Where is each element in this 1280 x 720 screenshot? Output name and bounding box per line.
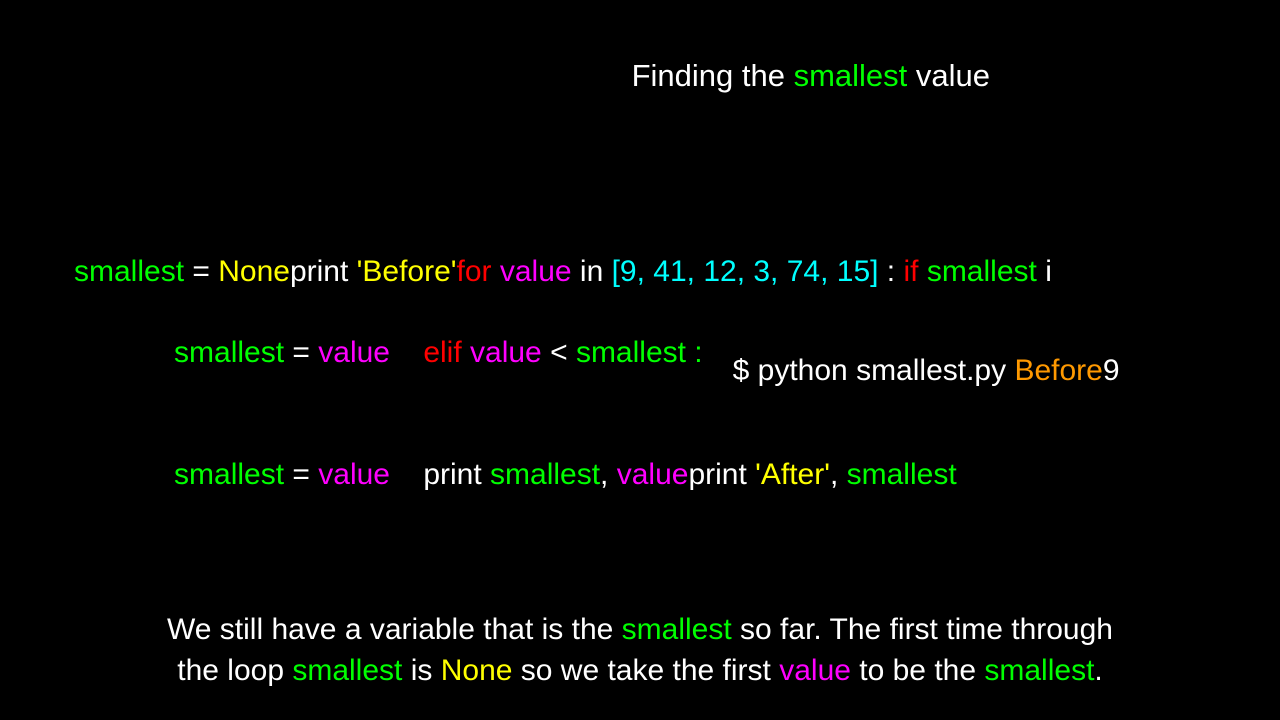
output-token: $ python smallest.py bbox=[733, 354, 1006, 387]
explain-token: None bbox=[441, 654, 513, 687]
code-token: smallest bbox=[847, 458, 957, 491]
explanation-text: We still have a variable that is the sma… bbox=[0, 610, 1280, 691]
code-token: print bbox=[688, 458, 755, 491]
code-token: 'Before' bbox=[357, 255, 457, 288]
title-text-2: value bbox=[907, 58, 990, 93]
code-token: 'After' bbox=[755, 458, 830, 491]
output-token: 9 bbox=[1103, 354, 1120, 387]
code-line-3: smallest = value print smallest, valuepr… bbox=[74, 414, 1280, 536]
code-token: smallest bbox=[74, 255, 184, 288]
explain-token: value bbox=[779, 654, 851, 687]
code-block: smallest = Noneprint 'Before'for value i… bbox=[74, 252, 1280, 536]
code-token: smallest : bbox=[576, 336, 703, 369]
explain-token: so far. The first time through bbox=[732, 613, 1113, 646]
explain-token: smallest bbox=[622, 613, 732, 646]
code-token: print bbox=[290, 255, 357, 288]
code-token: None bbox=[218, 255, 290, 288]
output-overlay: $ python smallest.py Before9 bbox=[733, 354, 1120, 387]
slide-title: Finding the smallest value bbox=[0, 58, 1280, 94]
code-token: i bbox=[1045, 255, 1052, 288]
explain-token: to be the bbox=[851, 654, 984, 687]
explain-token: smallest bbox=[984, 654, 1094, 687]
code-token: = bbox=[284, 336, 318, 369]
code-token: in bbox=[580, 255, 612, 288]
explain-token: We still have a variable that is the bbox=[167, 613, 622, 646]
code-token: value bbox=[318, 458, 390, 491]
output-token: Before bbox=[1006, 354, 1103, 387]
explain-token: is bbox=[402, 654, 440, 687]
code-token: for bbox=[457, 255, 492, 288]
code-token: : bbox=[878, 255, 903, 288]
explain-token: the loop bbox=[177, 654, 292, 687]
explain-token: smallest bbox=[292, 654, 402, 687]
explain-token: so we take the first bbox=[512, 654, 779, 687]
code-token: = bbox=[284, 458, 318, 491]
code-token: value bbox=[318, 336, 390, 369]
code-token: smallest bbox=[482, 458, 600, 491]
code-token: print bbox=[390, 458, 482, 491]
code-token: if bbox=[903, 255, 918, 288]
code-token: , bbox=[830, 458, 847, 491]
code-token: smallest bbox=[918, 255, 1045, 288]
code-line-2: smallest = value elif value < smallest :… bbox=[74, 293, 1280, 415]
code-token: < bbox=[550, 336, 576, 369]
code-token: value bbox=[462, 336, 550, 369]
code-token: smallest bbox=[107, 458, 284, 491]
title-text-1: Finding the bbox=[632, 58, 794, 93]
code-token: smallest bbox=[107, 336, 284, 369]
code-token: = bbox=[184, 255, 218, 288]
code-token: [9, 41, 12, 3, 74, 15] bbox=[612, 255, 879, 288]
code-token: value bbox=[617, 458, 689, 491]
code-line-1: smallest = Noneprint 'Before'for value i… bbox=[74, 252, 1280, 293]
code-token: value bbox=[492, 255, 580, 288]
code-token: elif bbox=[390, 336, 462, 369]
title-highlight: smallest bbox=[794, 58, 908, 93]
explain-token: . bbox=[1094, 654, 1102, 687]
code-token: , bbox=[600, 458, 617, 491]
